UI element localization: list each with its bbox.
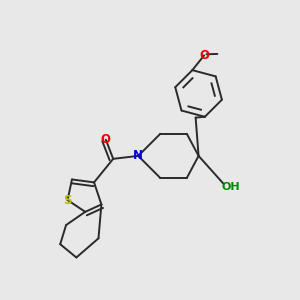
Text: O: O: [199, 49, 209, 62]
Text: S: S: [63, 194, 72, 207]
Text: OH: OH: [222, 182, 240, 192]
Text: N: N: [133, 149, 143, 162]
Text: O: O: [101, 133, 111, 146]
